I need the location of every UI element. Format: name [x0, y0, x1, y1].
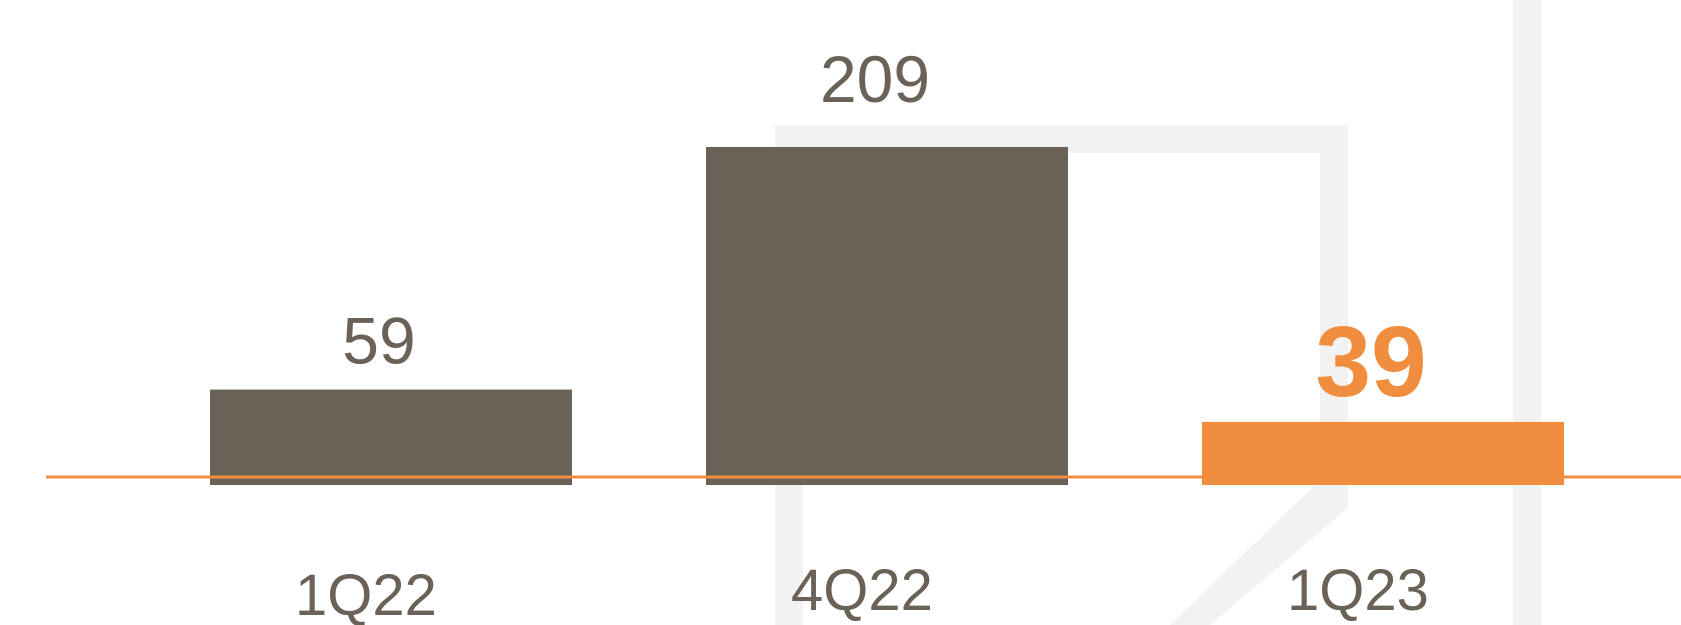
bar-4q22 — [706, 147, 1068, 485]
bar-1q23 — [1202, 421, 1564, 485]
value-label-1q22: 59 — [342, 304, 415, 378]
value-labels-group: 59 209 39 — [342, 42, 1426, 418]
watermark-bar-vertical-mid — [1320, 125, 1348, 480]
category-label-4q22: 4Q22 — [791, 558, 933, 623]
watermark-bar-vertical-right — [1513, 0, 1541, 625]
watermark-diagonal — [1170, 480, 1348, 625]
value-label-1q23: 39 — [1315, 306, 1426, 418]
category-label-1q22: 1Q22 — [295, 563, 437, 625]
value-label-4q22: 209 — [820, 42, 930, 116]
category-label-1q23: 1Q23 — [1287, 558, 1429, 623]
bar-1q22 — [210, 389, 572, 485]
category-labels-group: 1Q22 4Q22 1Q23 — [295, 558, 1429, 625]
bars-group — [210, 147, 1564, 485]
